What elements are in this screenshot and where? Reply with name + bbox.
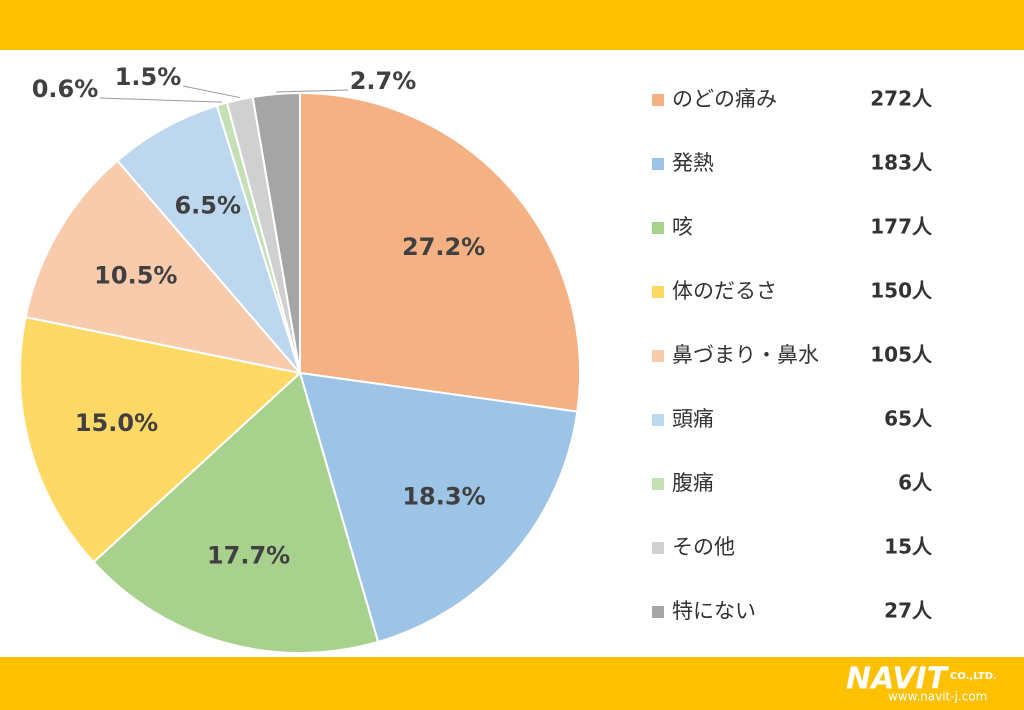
legend-count: 105人 [870, 343, 933, 367]
pie-slice [24, 159, 303, 375]
legend-count: 15人 [884, 535, 933, 559]
slice-label: 10.5% [94, 262, 177, 290]
top-band [0, 0, 1024, 50]
pie-slice [299, 91, 581, 413]
legend-count: 27人 [884, 599, 933, 623]
legend-swatch [652, 478, 664, 490]
legend-swatch [652, 350, 664, 362]
legend-swatch [652, 606, 664, 618]
legend-label: 体のだるさ [672, 279, 777, 303]
slice-label: 27.2% [402, 233, 485, 261]
bottom-band [0, 657, 1024, 710]
slice-label: 0.6% [32, 75, 99, 103]
legend-label: 発熱 [672, 151, 714, 175]
slice-label: 6.5% [174, 191, 241, 219]
legend-count: 272人 [870, 87, 933, 111]
logo-url: www.navit-j.com [888, 690, 987, 704]
logo-company: CO.,LTD. [950, 671, 997, 682]
legend-label: のどの痛み [672, 87, 777, 111]
pie-slice [298, 371, 579, 644]
legend-count: 6人 [898, 471, 933, 495]
legend-swatch [652, 542, 664, 554]
legend-swatch [652, 158, 664, 170]
slice-label: 15.0% [75, 409, 158, 437]
legend-label: 頭痛 [672, 407, 714, 431]
legend-swatch [652, 414, 664, 426]
legend-label: その他 [672, 535, 735, 559]
slice-label: 18.3% [402, 483, 485, 511]
pie-slice [251, 91, 301, 374]
slice-label: 2.7% [350, 67, 417, 95]
legend-count: 183人 [870, 151, 933, 175]
pie-slice [92, 371, 380, 654]
legend-label: 特にない [672, 599, 756, 623]
pie-slice [19, 315, 303, 564]
legend-swatch [652, 286, 664, 298]
slice-label: 1.5% [115, 63, 182, 91]
leader-line [182, 85, 240, 99]
legend-count: 177人 [870, 215, 933, 239]
leader-line [99, 97, 222, 103]
legend-swatch [652, 94, 664, 106]
legend-count: 65人 [884, 407, 933, 431]
legend-label: 鼻づまり・鼻水 [672, 343, 819, 367]
legend-label: 咳 [672, 215, 693, 239]
slice-label: 17.7% [207, 541, 290, 569]
logo: NAVIT CO.,LTD. www.navit-j.com [846, 662, 997, 704]
pie-slice [116, 104, 301, 374]
leader-line [276, 89, 349, 93]
legend-count: 150人 [870, 279, 933, 303]
legend-swatch [652, 222, 664, 234]
logo-text: NAVIT [846, 662, 950, 697]
legend-label: 腹痛 [672, 471, 714, 495]
